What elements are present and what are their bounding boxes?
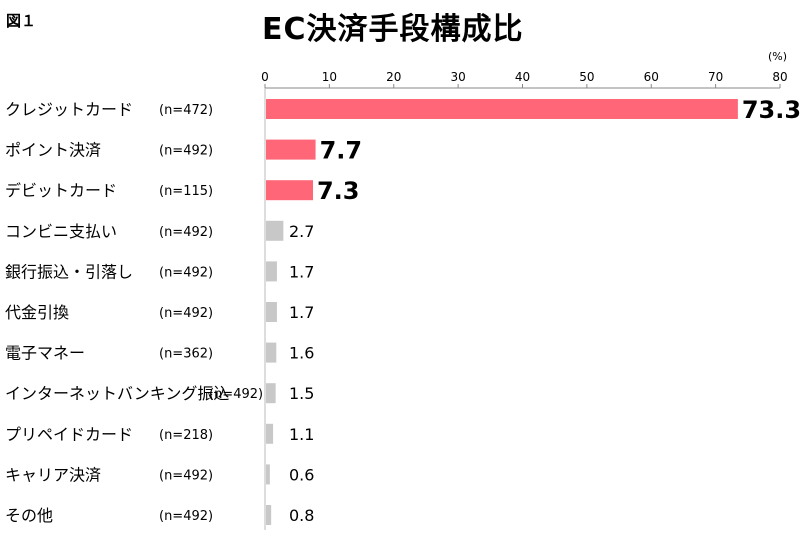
bar — [266, 180, 313, 201]
value-label: 1.5 — [289, 384, 314, 403]
value-label: 1.1 — [289, 425, 314, 444]
value-label: 7.3 — [317, 177, 360, 205]
category-label: プリペイドカード — [5, 425, 133, 444]
sample-size-label: (n=492) — [159, 306, 213, 321]
chart-title: EC決済手段構成比 — [262, 12, 524, 47]
x-tick-label: 80 — [772, 70, 787, 84]
bar — [266, 302, 277, 322]
value-label: 1.6 — [289, 344, 314, 363]
bar — [266, 220, 284, 241]
sample-size-label: (n=492) — [209, 387, 263, 402]
bar — [266, 383, 276, 404]
value-label: 2.7 — [289, 222, 314, 241]
category-label: キャリア決済 — [5, 465, 101, 484]
category-label: デビットカード — [5, 181, 117, 200]
category-label: コンビニ支払い — [5, 222, 117, 241]
x-tick-label: 0 — [261, 70, 269, 84]
category-label: 代金引換 — [5, 303, 69, 322]
category-label: その他 — [5, 506, 53, 525]
value-label: 0.6 — [289, 465, 314, 484]
x-tick-label: 20 — [386, 70, 401, 84]
bar — [266, 505, 272, 525]
x-tick-label: 50 — [579, 70, 594, 84]
sample-size-label: (n=472) — [159, 103, 213, 118]
sample-size-label: (n=492) — [159, 509, 213, 524]
category-label: ポイント決済 — [5, 141, 101, 160]
sample-size-label: (n=115) — [159, 184, 213, 199]
bar — [266, 261, 277, 282]
x-tick-label: 60 — [644, 70, 659, 84]
bar — [266, 464, 270, 485]
category-label: インターネットバンキング振込 — [5, 384, 229, 403]
category-label: 銀行振込・引落し — [5, 262, 133, 281]
bar — [266, 342, 277, 363]
sample-size-label: (n=492) — [159, 468, 213, 483]
bar — [266, 423, 274, 444]
category-label: 電子マネー — [5, 344, 85, 363]
bar — [266, 139, 316, 160]
bar — [266, 99, 738, 119]
x-tick-label: 30 — [450, 70, 465, 84]
x-tick-label: 10 — [322, 70, 337, 84]
sample-size-label: (n=492) — [159, 144, 213, 159]
sample-size-label: (n=492) — [159, 265, 213, 280]
value-label: 73.3 — [742, 96, 800, 124]
sample-size-label: (n=492) — [159, 225, 213, 240]
sample-size-label: (n=218) — [159, 428, 213, 443]
value-label: 1.7 — [289, 303, 314, 322]
axis-unit: (%) — [768, 50, 788, 63]
value-label: 7.7 — [320, 137, 363, 165]
value-label: 0.8 — [289, 506, 314, 525]
value-label: 1.7 — [289, 262, 314, 281]
x-tick-label: 70 — [708, 70, 723, 84]
x-tick-label: 40 — [515, 70, 530, 84]
figure-label: 図１ — [6, 12, 37, 30]
category-label: クレジットカード — [5, 100, 133, 119]
sample-size-label: (n=362) — [159, 347, 213, 362]
